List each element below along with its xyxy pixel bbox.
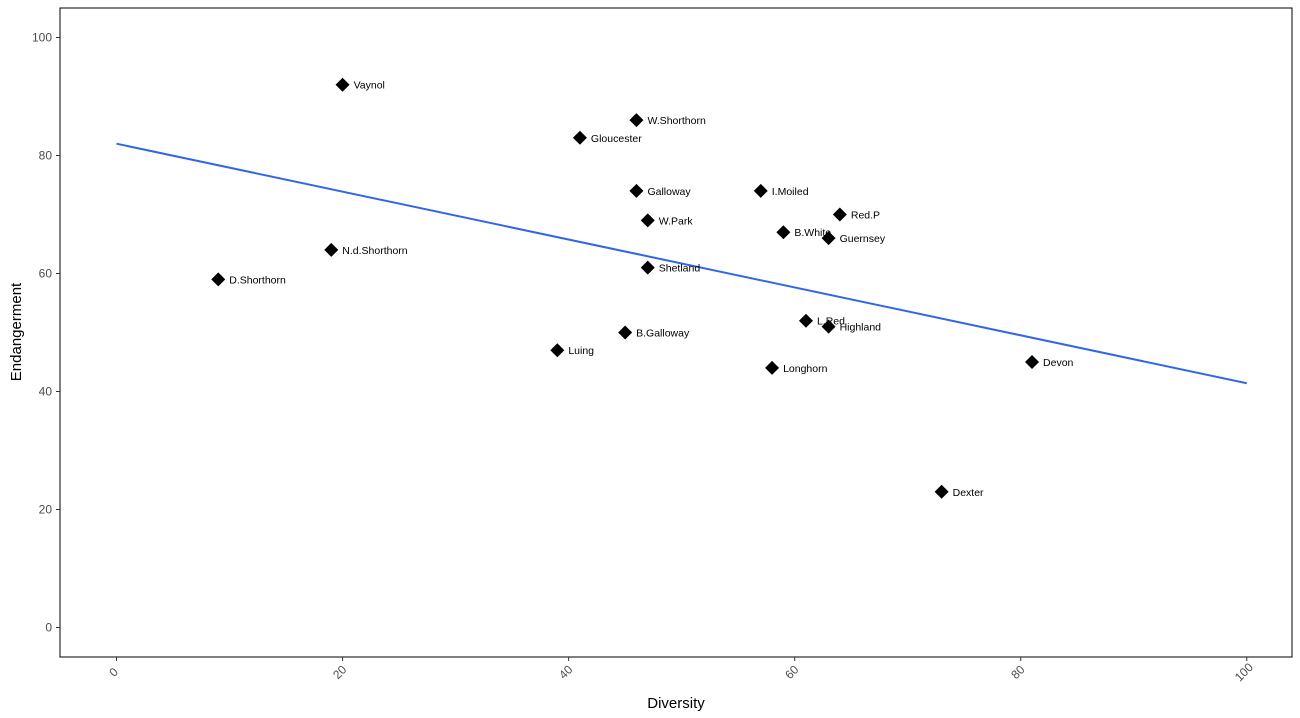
data-point-label: N.d.Shorthorn bbox=[342, 245, 408, 257]
data-point-marker bbox=[640, 260, 655, 275]
data-point-label: Red.P bbox=[851, 210, 880, 222]
data-point-marker bbox=[572, 130, 587, 145]
data-point-label: Gloucester bbox=[591, 133, 642, 145]
trend-line bbox=[116, 142, 1247, 385]
data-point-label: Luing bbox=[568, 345, 594, 357]
data-point-label: Devon bbox=[1043, 357, 1074, 369]
data-point-marker bbox=[629, 183, 644, 198]
data-point-label: Galloway bbox=[647, 186, 691, 198]
data-point-marker bbox=[211, 272, 226, 287]
y-tick-label: 60 bbox=[39, 267, 53, 281]
x-tick-label: 80 bbox=[1008, 662, 1028, 682]
y-axis-ticks: 0 20 40 60 80 100 bbox=[32, 31, 60, 635]
data-point-marker bbox=[934, 484, 949, 499]
data-point-label: D.Shorthorn bbox=[229, 274, 286, 286]
data-point-marker bbox=[324, 242, 339, 257]
data-point-label: B.White bbox=[794, 227, 831, 239]
x-tick-label: 40 bbox=[556, 662, 576, 682]
x-axis-title: Diversity bbox=[647, 695, 705, 712]
data-point-label: Dexter bbox=[953, 487, 984, 499]
data-point-label: Highland bbox=[840, 322, 882, 334]
data-point-marker bbox=[629, 113, 644, 128]
data-point-marker bbox=[550, 343, 565, 358]
data-point-label: Longhorn bbox=[783, 363, 828, 375]
data-point-label: B.Galloway bbox=[636, 328, 690, 340]
x-tick-label: 100 bbox=[1232, 660, 1256, 684]
y-tick-label: 100 bbox=[32, 31, 52, 45]
data-point-marker bbox=[765, 360, 780, 375]
data-point-marker bbox=[753, 183, 768, 198]
y-tick-label: 0 bbox=[45, 621, 52, 635]
data-point-marker bbox=[798, 313, 813, 328]
y-tick-label: 40 bbox=[39, 385, 53, 399]
data-points: Vaynol W.Shorthorn Gloucester Galloway I.Moi… bbox=[211, 77, 1074, 499]
y-axis-title: Endangerment bbox=[8, 282, 25, 381]
data-point-marker bbox=[640, 213, 655, 228]
data-point-marker bbox=[335, 77, 350, 92]
data-point-marker bbox=[776, 225, 791, 240]
x-axis-ticks: 0 20 40 60 80 100 bbox=[106, 657, 1256, 684]
data-point-marker bbox=[821, 319, 836, 334]
data-point-marker bbox=[832, 207, 847, 222]
plot-panel bbox=[59, 7, 1293, 658]
data-point-label: Guernsey bbox=[840, 233, 886, 245]
y-tick-label: 20 bbox=[39, 503, 53, 517]
y-tick-label: 80 bbox=[39, 149, 53, 163]
trend-line-group bbox=[116, 142, 1247, 385]
data-point-marker bbox=[1025, 355, 1040, 369]
data-point-label: W.Park bbox=[659, 215, 694, 227]
data-point-label: Vaynol bbox=[354, 80, 385, 92]
data-point-label: W.Shorthorn bbox=[647, 115, 706, 127]
x-tick-label: 0 bbox=[106, 665, 121, 680]
data-point-label: Shetland bbox=[659, 263, 701, 275]
data-point-marker bbox=[821, 231, 836, 246]
x-tick-label: 20 bbox=[330, 662, 350, 682]
data-point-label: I.Moiled bbox=[772, 186, 809, 198]
data-point-marker bbox=[618, 325, 633, 340]
x-tick-label: 60 bbox=[782, 662, 802, 682]
